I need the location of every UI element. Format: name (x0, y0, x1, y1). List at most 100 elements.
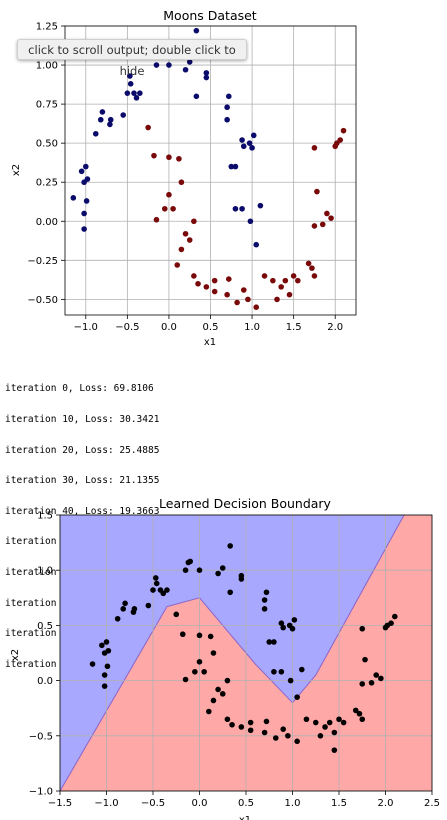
x-tick-label: 0.5 (238, 798, 254, 809)
data-point (124, 90, 131, 96)
data-point (249, 145, 255, 151)
data-point (219, 565, 226, 571)
data-point (201, 668, 207, 675)
data-point (215, 570, 221, 577)
data-point (261, 606, 268, 612)
data-point (359, 681, 366, 687)
decision-boundary-line (59, 514, 405, 792)
data-point (352, 707, 359, 714)
x-tick-label: −1.5 (48, 798, 72, 809)
x-tick-label: −0.5 (141, 798, 165, 809)
data-point (81, 210, 87, 217)
data-point (336, 716, 342, 723)
data-point (232, 163, 239, 170)
data-point (182, 66, 189, 73)
data-point (247, 719, 254, 726)
data-point (182, 676, 189, 683)
y-tick-label: 0.0 (37, 676, 53, 687)
data-point (83, 198, 90, 204)
data-point (78, 168, 85, 175)
data-point (263, 589, 270, 596)
data-point (378, 675, 384, 682)
data-point (224, 104, 230, 111)
data-point (290, 273, 297, 279)
scroll-output-tooltip[interactable]: click to scroll output; double click to … (17, 39, 247, 78)
x-tick-label: 0.5 (203, 322, 219, 333)
data-point (131, 90, 137, 96)
y-tick-label: −0.25 (27, 256, 58, 267)
data-point (362, 656, 368, 663)
data-point (311, 223, 318, 229)
data-point (224, 291, 230, 298)
y-tick-label: 0.00 (36, 217, 58, 228)
data-point (114, 615, 121, 622)
plot1-x-ticks: −1.0 −0.5 0.0 0.5 1.0 1.5 2.0 (74, 315, 343, 333)
data-point (337, 137, 344, 143)
data-point (239, 205, 245, 212)
output-line: iteration 0, Loss: 69.8106 (5, 383, 154, 395)
data-point (261, 729, 268, 736)
y-tick-label: 1.0 (37, 566, 53, 577)
decision-boundary-plot: Learned Decision Boundary −1.5 −1.0 −0.5 0.… (10, 496, 440, 820)
data-point (92, 130, 99, 137)
data-point (294, 738, 300, 745)
data-point (196, 567, 203, 573)
data-point (101, 683, 108, 689)
x-tick-label: −1.0 (94, 798, 118, 809)
data-point (317, 733, 324, 739)
data-point (99, 642, 105, 649)
data-point (278, 668, 285, 675)
x-tick-label: −1.0 (74, 322, 98, 333)
data-point (291, 617, 298, 623)
data-point (104, 663, 111, 670)
y-tick-label: −0.5 (29, 731, 53, 742)
data-point (257, 202, 264, 209)
plot2-x-ticks: −1.5 −1.0 −0.5 0.0 0.5 1.0 1.5 2.0 2.5 (48, 791, 440, 809)
data-point (120, 606, 127, 612)
data-point (145, 602, 152, 609)
data-point (122, 600, 128, 607)
data-point (173, 611, 180, 618)
data-point (203, 74, 210, 81)
data-point (195, 280, 201, 287)
data-point (326, 719, 333, 726)
data-point (182, 567, 189, 573)
data-point (97, 116, 104, 123)
plot2-y-ticks: −1.0 −0.5 0.0 0.5 1.0 1.5 (29, 511, 60, 798)
x-tick-label: 2.5 (424, 798, 440, 809)
data-point (196, 632, 203, 639)
data-point (272, 735, 279, 741)
data-point (314, 188, 320, 195)
data-point (193, 27, 200, 34)
data-point (152, 575, 159, 581)
data-point (81, 226, 87, 232)
data-point (133, 95, 140, 101)
data-point (234, 299, 240, 306)
data-point (203, 284, 210, 290)
y-tick-label: 0.50 (36, 139, 58, 150)
x-tick-label: 1.0 (285, 798, 301, 809)
data-point (215, 686, 221, 693)
data-point (270, 277, 276, 284)
data-point (239, 137, 245, 143)
data-point (225, 276, 232, 282)
data-point (356, 710, 363, 717)
data-point (229, 721, 235, 728)
data-point (89, 661, 96, 667)
x-tick-label: 2.0 (378, 798, 394, 809)
x-tick-label: 0.0 (161, 322, 177, 333)
plot1-points (70, 27, 347, 310)
data-point (182, 230, 189, 237)
data-point (82, 163, 89, 170)
data-point (261, 273, 268, 279)
data-point (253, 241, 260, 248)
y-tick-label: 1.5 (37, 511, 53, 522)
output-line: iteration 20, Loss: 25.4885 (5, 444, 160, 456)
data-point (137, 90, 143, 96)
data-point (210, 650, 217, 656)
data-point (127, 81, 134, 87)
data-point (271, 668, 277, 675)
data-point (174, 262, 181, 268)
data-point (294, 694, 300, 700)
data-point (179, 631, 186, 638)
